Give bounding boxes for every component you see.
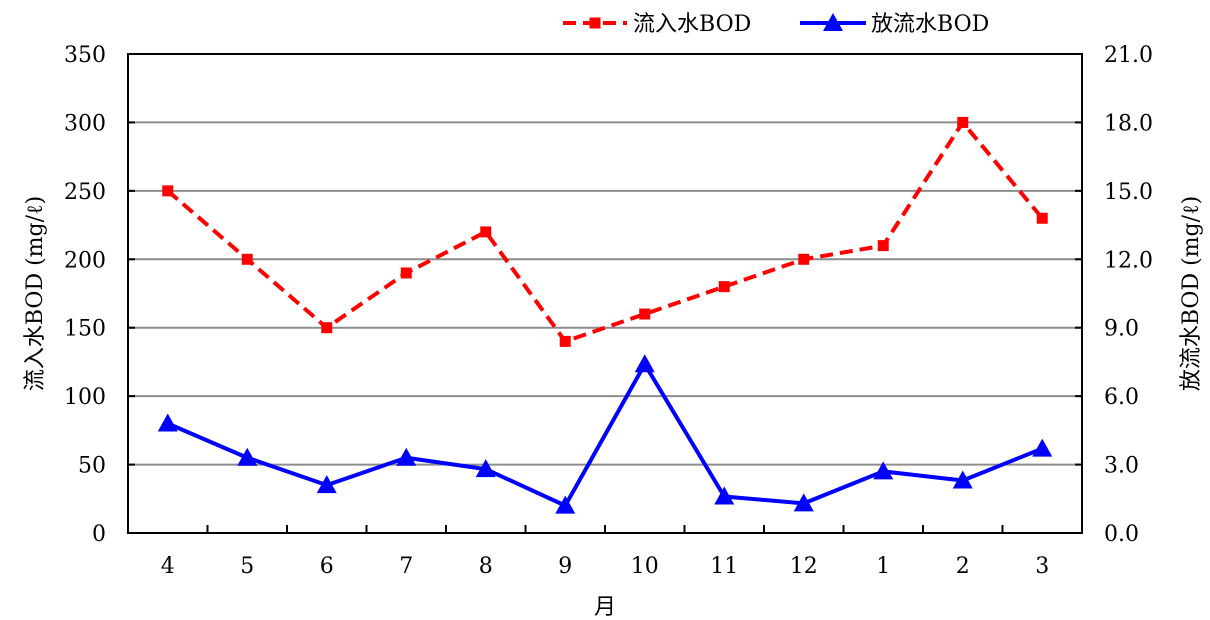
right-y-tick-label: 15.0 bbox=[1104, 180, 1153, 205]
data-point-marker bbox=[1032, 438, 1053, 457]
legend-item-outflow: 放流水BOD bbox=[800, 12, 989, 37]
data-point-marker bbox=[1036, 212, 1048, 224]
left-y-tick-label: 250 bbox=[64, 180, 106, 205]
x-axis: 4 5 6 7 8 9 10 11 12 1 2 3 bbox=[127, 525, 1083, 579]
left-y-tick-label: 50 bbox=[78, 454, 106, 479]
data-point-marker bbox=[555, 495, 576, 514]
data-point-marker bbox=[634, 354, 655, 373]
series-outflow bbox=[157, 354, 1053, 514]
right-y-tick-label: 18.0 bbox=[1104, 111, 1153, 136]
data-point-marker bbox=[873, 461, 894, 480]
left-y-axis: 0 50 100 150 200 250 300 350 bbox=[64, 43, 135, 547]
x-tick-label: 12 bbox=[790, 554, 818, 579]
left-y-tick-label: 100 bbox=[64, 385, 106, 410]
x-tick-label: 6 bbox=[320, 554, 334, 579]
x-tick-label: 8 bbox=[479, 554, 493, 579]
data-point-marker bbox=[237, 447, 258, 466]
series-line bbox=[166, 362, 1043, 508]
x-tick-label: 11 bbox=[710, 554, 738, 579]
x-tick-label: 3 bbox=[1035, 554, 1049, 579]
data-point-marker bbox=[718, 281, 730, 293]
right-y-axis-title: 放流水BOD (mg/ℓ) bbox=[1179, 196, 1204, 391]
legend-outflow-marker bbox=[823, 13, 843, 31]
left-y-tick-label: 150 bbox=[64, 317, 106, 342]
right-y-tick-label: 6.0 bbox=[1104, 385, 1139, 410]
right-y-tick-label: 9.0 bbox=[1104, 317, 1139, 342]
legend: 流入水BOD 放流水BOD bbox=[563, 12, 989, 37]
x-tick-label: 1 bbox=[876, 554, 890, 579]
left-y-tick-label: 300 bbox=[64, 111, 106, 136]
x-tick-label: 2 bbox=[956, 554, 970, 579]
series-line bbox=[166, 120, 1044, 344]
data-point-marker bbox=[475, 459, 496, 478]
legend-inflow-label: 流入水BOD bbox=[633, 12, 751, 37]
data-point-marker bbox=[316, 475, 337, 494]
legend-item-inflow: 流入水BOD bbox=[563, 12, 751, 37]
x-axis-title: 月 bbox=[594, 595, 616, 620]
right-y-axis: 0.0 3.0 6.0 9.0 12.0 15.0 18.0 21.0 bbox=[1075, 43, 1153, 547]
data-point-marker bbox=[480, 226, 492, 238]
x-tick-label: 7 bbox=[399, 554, 413, 579]
legend-inflow-marker bbox=[589, 17, 601, 29]
x-tick-label: 10 bbox=[631, 554, 659, 579]
left-y-tick-label: 200 bbox=[64, 248, 106, 273]
data-point-marker bbox=[321, 322, 333, 334]
data-point-marker bbox=[793, 493, 814, 512]
right-y-tick-label: 3.0 bbox=[1104, 454, 1139, 479]
data-point-marker bbox=[957, 116, 969, 128]
left-y-tick-label: 350 bbox=[64, 43, 106, 68]
data-point-marker bbox=[639, 308, 651, 320]
legend-outflow-label: 放流水BOD bbox=[871, 12, 989, 37]
x-tick-label: 9 bbox=[558, 554, 572, 579]
data-point-marker bbox=[157, 413, 178, 432]
data-point-marker bbox=[714, 486, 735, 505]
data-point-marker bbox=[162, 185, 174, 197]
series-group bbox=[157, 116, 1053, 514]
right-y-tick-label: 21.0 bbox=[1104, 43, 1153, 68]
series-inflow bbox=[162, 116, 1048, 347]
data-point-marker bbox=[559, 335, 571, 347]
data-point-marker bbox=[396, 447, 417, 466]
left-y-tick-label: 0 bbox=[92, 522, 106, 547]
data-point-marker bbox=[798, 253, 810, 265]
x-tick-label: 5 bbox=[240, 554, 254, 579]
data-point-marker bbox=[952, 470, 973, 489]
plot-area-frame bbox=[127, 53, 1083, 534]
right-y-tick-label: 0.0 bbox=[1104, 522, 1139, 547]
data-point-marker bbox=[241, 253, 253, 265]
data-point-marker bbox=[877, 240, 889, 252]
left-y-axis-title: 流入水BOD (mg/ℓ) bbox=[23, 196, 48, 391]
grid-lines bbox=[128, 121, 1082, 466]
data-point-marker bbox=[400, 267, 412, 279]
right-y-tick-label: 12.0 bbox=[1104, 248, 1153, 273]
x-tick-label: 4 bbox=[161, 554, 175, 579]
